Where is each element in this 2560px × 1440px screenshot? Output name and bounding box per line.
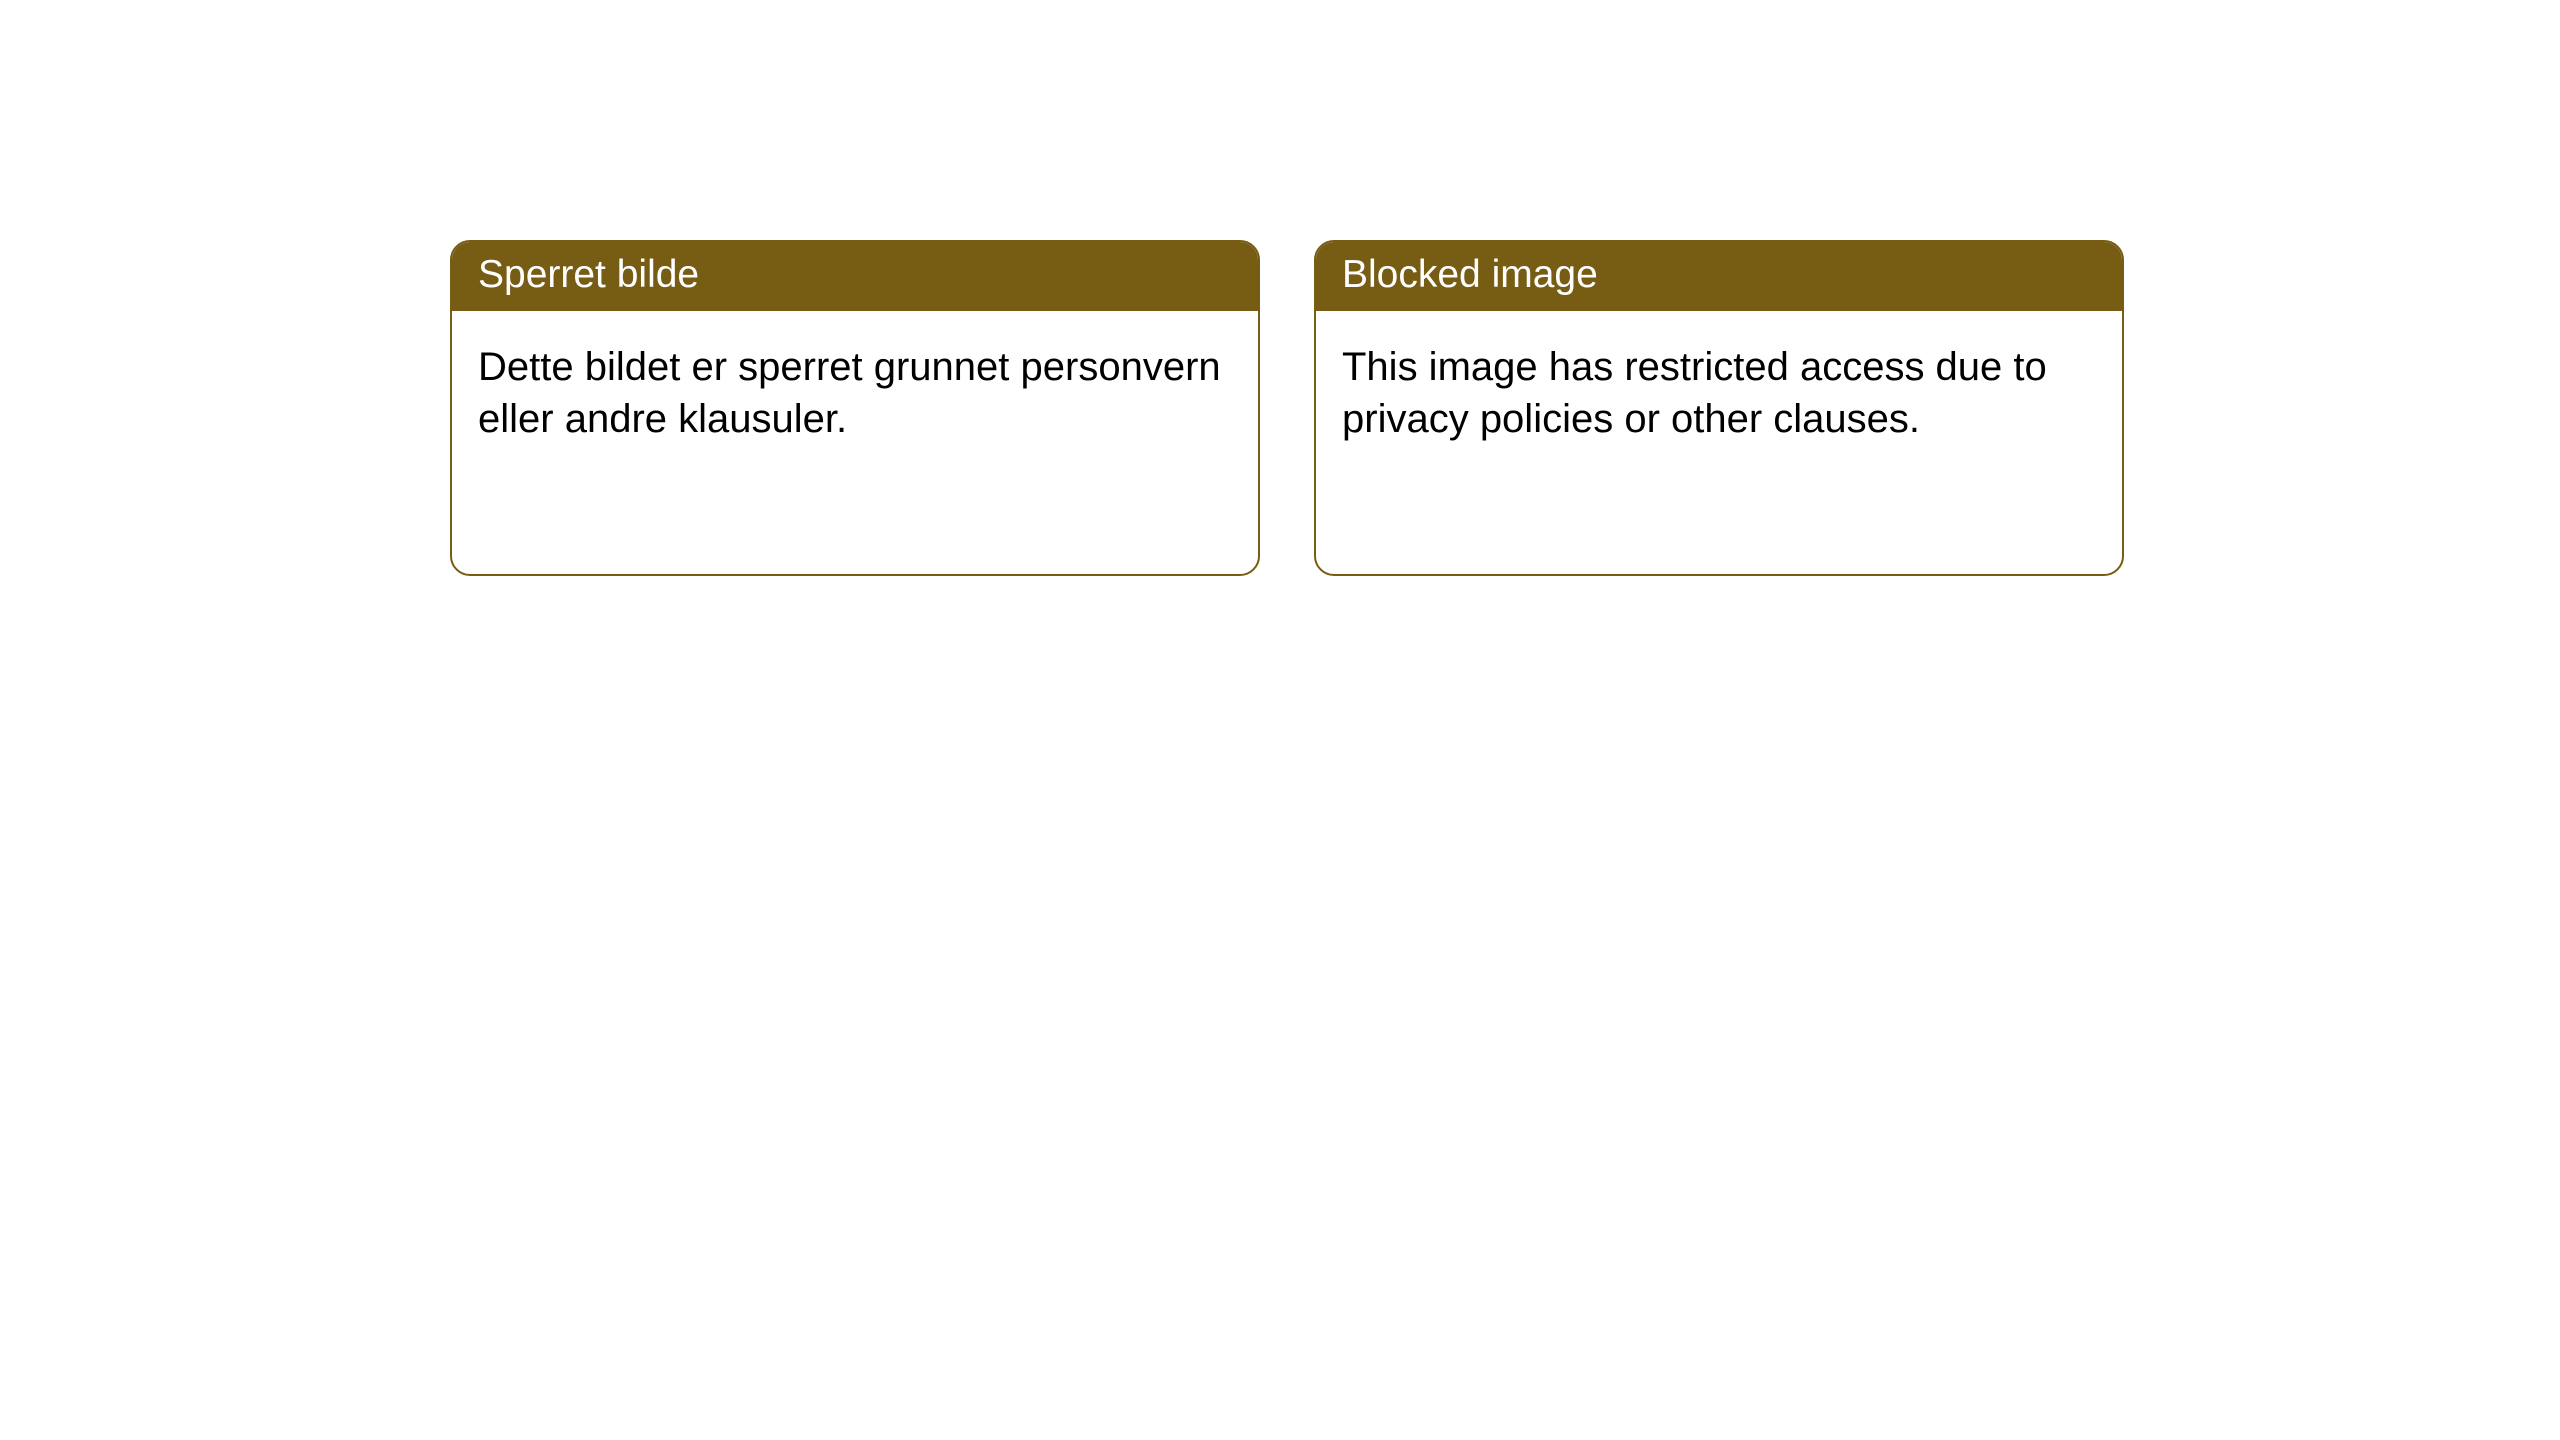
card-body-en: This image has restricted access due to …: [1316, 311, 2122, 475]
card-title-en: Blocked image: [1342, 253, 1598, 296]
card-header-no: Sperret bilde: [452, 242, 1258, 311]
card-body-text-en: This image has restricted access due to …: [1342, 345, 2047, 441]
card-body-no: Dette bildet er sperret grunnet personve…: [452, 311, 1258, 475]
card-body-text-no: Dette bildet er sperret grunnet personve…: [478, 345, 1221, 441]
card-title-no: Sperret bilde: [478, 253, 699, 296]
card-header-en: Blocked image: [1316, 242, 2122, 311]
blocked-image-card-en: Blocked image This image has restricted …: [1314, 240, 2124, 576]
card-container: Sperret bilde Dette bildet er sperret gr…: [0, 0, 2560, 576]
blocked-image-card-no: Sperret bilde Dette bildet er sperret gr…: [450, 240, 1260, 576]
